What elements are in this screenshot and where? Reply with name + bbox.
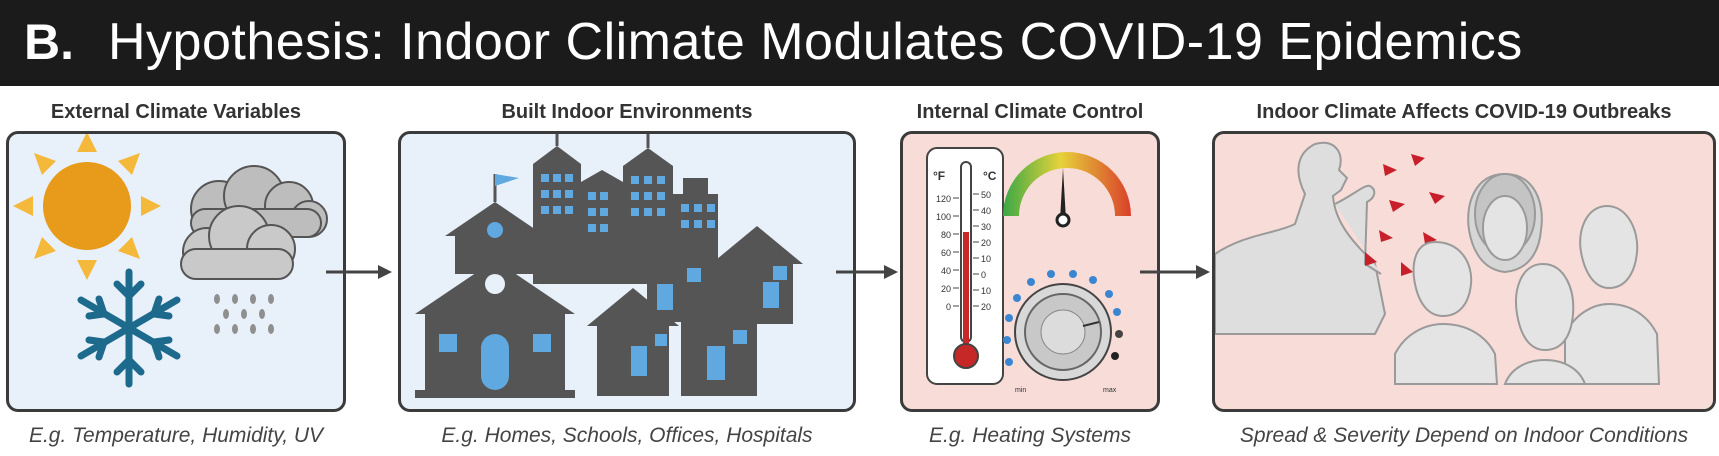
- f-tick: 60: [941, 248, 951, 258]
- office-towers-icon: [533, 134, 718, 284]
- panel-title-outbreaks: Indoor Climate Affects COVID-19 Outbreak…: [1256, 101, 1672, 123]
- f-tick: 40: [941, 266, 951, 276]
- f-tick: 100: [936, 212, 951, 222]
- c-tick: 50: [981, 190, 991, 200]
- panel-title-external: External Climate Variables: [50, 101, 302, 123]
- flow-arrow-1: [326, 265, 392, 279]
- f-tick: 80: [941, 230, 951, 240]
- c-tick: 10: [981, 286, 991, 296]
- panel-internal-climate: °F °C 120 100 80 60 40 20 0 50 40 30 20 …: [900, 131, 1160, 412]
- house-icon: [587, 226, 803, 396]
- panel-outbreaks: [1212, 131, 1716, 412]
- snowflake-icon: [77, 268, 181, 388]
- figure-title: Hypothesis: Indoor Climate Modulates COV…: [108, 13, 1523, 71]
- panel-title-built: Built Indoor Environments: [501, 101, 753, 123]
- virus-spray-arrows: [1365, 154, 1445, 276]
- cloud-icon: [180, 165, 328, 280]
- thermostat-dial-icon[interactable]: min max: [1003, 270, 1123, 394]
- sun-icon: [13, 134, 161, 280]
- people-icon: [1394, 172, 1661, 385]
- house-windows: [631, 266, 787, 380]
- figure-label: B.: [24, 14, 74, 70]
- caption-external: E.g. Temperature, Humidity, UV: [28, 424, 324, 447]
- c-tick: 40: [981, 206, 991, 216]
- dial-min-label: min: [1015, 387, 1026, 394]
- title-bar: B. Hypothesis: Indoor Climate Modulates …: [0, 0, 1719, 86]
- coughing-person-icon: [1215, 141, 1387, 335]
- c-tick: 30: [981, 222, 991, 232]
- celsius-label: °C: [983, 169, 997, 183]
- f-tick: 120: [936, 194, 951, 204]
- flow-arrow-3: [1140, 265, 1210, 279]
- school-icon: [415, 174, 575, 398]
- c-tick: 10: [981, 254, 991, 264]
- caption-outbreaks: Spread & Severity Depend on Indoor Condi…: [1239, 424, 1689, 447]
- f-tick: 0: [946, 302, 951, 312]
- caption-built: E.g. Homes, Schools, Offices, Hospitals: [441, 424, 813, 447]
- rain-icon: [214, 294, 274, 334]
- panel-built-environments: [398, 131, 856, 412]
- c-tick: 20: [981, 302, 991, 312]
- panel-external-climate: [6, 131, 346, 412]
- tower-windows: [541, 174, 715, 232]
- thermometer-icon: °F °C 120 100 80 60 40 20 0 50 40 30 20 …: [926, 147, 1004, 385]
- f-tick: 20: [941, 284, 951, 294]
- flow-arrow-2: [836, 265, 898, 279]
- fahrenheit-label: °F: [933, 169, 945, 183]
- c-tick: 20: [981, 238, 991, 248]
- c-tick: 0: [981, 270, 986, 280]
- panel-title-internal: Internal Climate Control: [916, 101, 1144, 123]
- gauge-icon: [1003, 152, 1131, 228]
- caption-internal: E.g. Heating Systems: [929, 424, 1131, 447]
- dial-max-label: max: [1103, 387, 1117, 394]
